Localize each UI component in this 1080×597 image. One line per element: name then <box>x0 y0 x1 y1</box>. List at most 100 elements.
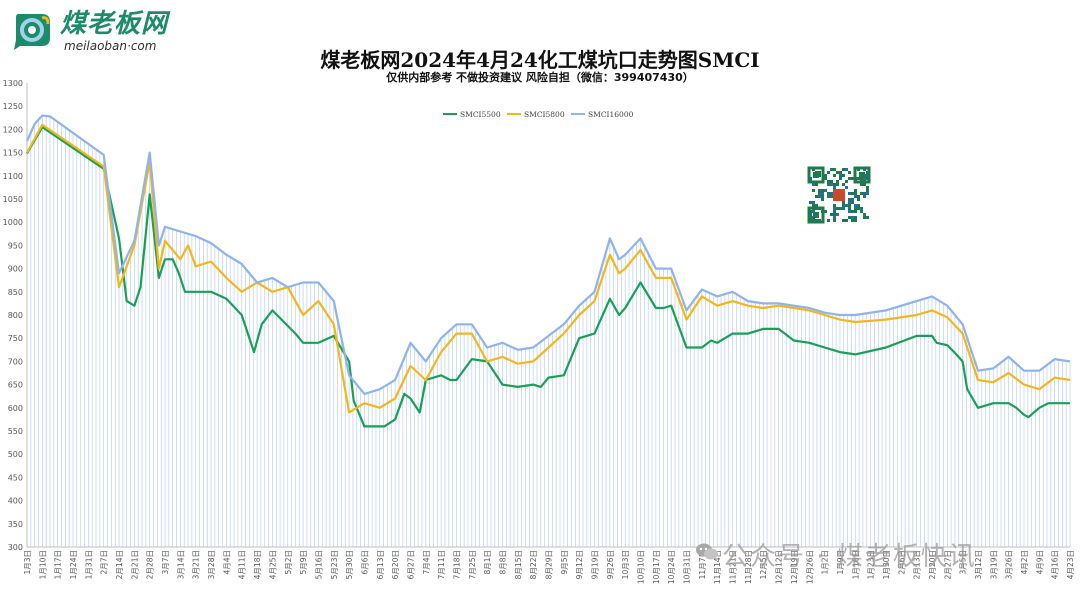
x-tick-label: 10月3日 <box>621 550 630 579</box>
legend-item: SMCI16000 <box>588 110 634 119</box>
x-tick-label: 3月14日 <box>176 550 185 579</box>
x-tick-label: 4月23日 <box>1066 550 1075 579</box>
x-tick-label: 3月28日 <box>207 550 216 579</box>
x-tick-label: 2月7日 <box>100 550 109 575</box>
logo-domain: meilaoban·com <box>64 39 157 53</box>
x-tick-label: 10月24日 <box>667 550 676 584</box>
x-tick-label: 3月12日 <box>974 550 983 579</box>
y-tick-label: 550 <box>8 427 23 436</box>
x-tick-label: 11月28日 <box>744 550 753 584</box>
x-tick-label: 9月5日 <box>560 550 569 575</box>
x-tick-label: 4月4日 <box>222 550 231 575</box>
x-tick-label: 1月24日 <box>69 550 78 579</box>
y-tick-label: 1100 <box>3 172 23 181</box>
x-tick-label: 3月5日 <box>959 550 968 575</box>
x-tick-label: 3月7日 <box>161 550 170 575</box>
x-tick-label: 6月6日 <box>360 550 369 575</box>
x-tick-label: 12月26日 <box>805 550 814 584</box>
y-tick-label: 450 <box>8 473 23 482</box>
x-tick-label: 1月3日 <box>23 550 32 575</box>
y-tick-label: 1250 <box>3 102 23 111</box>
x-tick-label: 2月14日 <box>115 550 124 579</box>
y-tick-label: 950 <box>8 241 23 250</box>
x-tick-label: 10月31日 <box>683 550 692 584</box>
x-tick-label: 11月14日 <box>713 550 722 584</box>
x-tick-label: 2月20日 <box>928 550 937 579</box>
x-tick-label: 4月25日 <box>268 550 277 579</box>
x-tick-label: 12月12日 <box>775 550 784 584</box>
chart-title: 煤老板网2024年4月24化工煤坑口走势图SMCI <box>320 48 760 72</box>
x-tick-label: 7月25日 <box>468 550 477 579</box>
x-tick-label: 3月21日 <box>192 550 201 579</box>
x-tick-label: 2月6日 <box>897 550 906 575</box>
x-tick-label: 10月10日 <box>637 550 646 584</box>
legend: SMCI5500 SMCI5800 SMCI16000 <box>443 110 634 119</box>
x-tick-label: 4月18日 <box>253 550 262 579</box>
x-tick-label: 12月5日 <box>759 550 768 579</box>
x-tick-label: 4月16日 <box>1051 550 1060 579</box>
y-tick-label: 650 <box>8 381 23 390</box>
x-tick-label: 9月19日 <box>591 550 600 579</box>
x-tick-label: 5月30日 <box>345 550 354 579</box>
x-tick-label: 9月12日 <box>575 550 584 579</box>
y-tick-label: 400 <box>8 497 23 506</box>
series-line-smci5800 <box>26 123 1071 414</box>
drop-lines <box>26 115 1071 547</box>
x-tick-label: 7月18日 <box>452 550 461 579</box>
y-tick-label: 800 <box>8 311 23 320</box>
legend-item: SMCI5800 <box>524 110 565 119</box>
y-tick-label: 1000 <box>3 218 23 227</box>
logo-badge-icon <box>14 14 50 50</box>
legend-item: SMCI5500 <box>460 110 501 119</box>
series-line-smci5500 <box>26 125 1070 428</box>
x-tick-label: 1月17日 <box>54 550 63 579</box>
y-tick-label: 1150 <box>3 149 23 158</box>
x-tick-label: 8月1日 <box>483 550 492 575</box>
x-tick-label: 11月7日 <box>698 550 707 579</box>
logo: 煤老板网 meilaoban·com <box>12 10 212 54</box>
y-tick-label: 350 <box>8 520 23 529</box>
x-tick-label: 2月28日 <box>146 550 155 579</box>
x-tick-label: 4月11日 <box>238 550 247 579</box>
x-axis: 1月3日 1月10日 1月17日 1月24日 1月31日 2月7日 2月14日 2月21日 2月… <box>23 546 1075 584</box>
y-tick-label: 1200 <box>3 125 23 134</box>
y-tick-label: 850 <box>8 288 23 297</box>
y-tick-label: 750 <box>8 334 23 343</box>
y-tick-label: 1300 <box>3 79 23 88</box>
y-tick-label: 300 <box>8 543 23 552</box>
series-lines <box>25 114 1071 428</box>
x-tick-label: 12月19日 <box>790 550 799 584</box>
x-tick-label: 9月26日 <box>606 550 615 579</box>
x-tick-label: 3月19日 <box>989 550 998 579</box>
y-tick-label: 600 <box>8 404 23 413</box>
x-tick-label: 6月13日 <box>376 550 385 579</box>
y-tick-label: 500 <box>8 450 23 459</box>
series-line-smci16000 <box>25 114 1071 395</box>
x-tick-label: 1月10日 <box>38 550 47 579</box>
x-tick-label: 7月4日 <box>422 550 431 575</box>
x-tick-label: 2月21日 <box>130 550 139 579</box>
x-tick-label: 1月31日 <box>84 550 93 579</box>
x-tick-label: 1月2日 <box>821 550 830 575</box>
x-tick-label: 6月20日 <box>391 550 400 579</box>
logo-name: 煤老板网 <box>60 9 169 39</box>
x-tick-label: 8月29日 <box>545 550 554 579</box>
x-tick-label: 11月21日 <box>729 550 738 584</box>
x-tick-label: 5月16日 <box>314 550 323 579</box>
x-tick-label: 8月22日 <box>529 550 538 579</box>
x-tick-label: 1月16日 <box>851 550 860 579</box>
y-tick-label: 900 <box>8 265 23 274</box>
qr-code-icon <box>807 166 871 224</box>
wechat-icon <box>696 543 718 560</box>
x-tick-label: 3月26日 <box>1005 550 1014 579</box>
x-tick-label: 5月9日 <box>299 550 308 575</box>
x-tick-label: 5月2日 <box>284 550 293 575</box>
x-tick-label: 7月11日 <box>437 550 446 579</box>
x-tick-label: 8月8日 <box>498 550 507 575</box>
chart-subtitle: 仅供内部参考 不做投资建议 风险自担（微信：399407430） <box>386 71 694 84</box>
x-tick-label: 2月13日 <box>913 550 922 579</box>
x-tick-label: 1月30日 <box>882 550 891 579</box>
x-tick-label: 5月23日 <box>330 550 339 579</box>
x-tick-label: 1月23日 <box>867 550 876 579</box>
